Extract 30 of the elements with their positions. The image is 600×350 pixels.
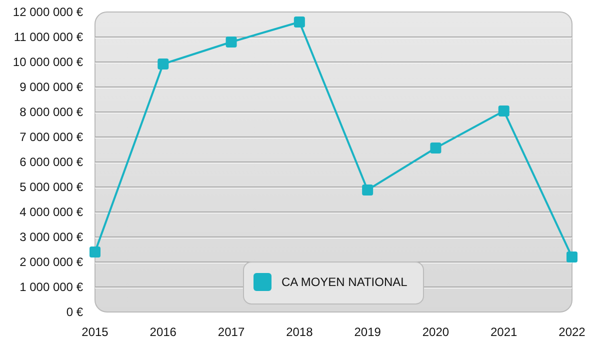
x-tick-label: 2021 <box>490 325 518 339</box>
y-tick-label: 8 000 000 € <box>20 105 84 120</box>
point <box>158 58 169 70</box>
y-tick-label: 2 000 000 € <box>20 255 84 270</box>
y-tick-label: 1 000 000 € <box>20 280 84 294</box>
y-tick-label: 0 € <box>66 305 84 320</box>
point <box>430 142 442 154</box>
y-tick-label: 12 000 000 € <box>12 5 84 20</box>
point <box>226 36 237 48</box>
y-tick-label: 5 000 000 € <box>20 180 84 194</box>
point <box>294 16 305 28</box>
x-tick-label: 2019 <box>354 325 382 339</box>
point <box>498 106 510 116</box>
x-tick-label: 2015 <box>82 325 109 339</box>
x-tick-label: 2016 <box>150 325 177 339</box>
y-tick-label: 7 000 000 € <box>20 130 84 144</box>
point <box>90 246 100 258</box>
legend-label: CA MOYEN NATIONAL <box>282 275 408 290</box>
x-tick-label: 2017 <box>218 325 245 339</box>
point <box>566 252 578 262</box>
y-tick-label: 9 000 000 € <box>20 80 84 94</box>
y-tick-label: 3 000 000 € <box>20 230 84 244</box>
x-tick-label: 2022 <box>558 325 586 339</box>
x-tick-label: 2018 <box>286 325 314 339</box>
y-tick-label: 11 000 000 € <box>14 30 84 44</box>
y-tick-label: 4 000 000 € <box>20 205 84 220</box>
x-tick-label: 2020 <box>422 325 450 339</box>
y-tick-label: 10 000 000 € <box>12 55 84 70</box>
point <box>362 184 374 196</box>
y-tick-label: 6 000 000 € <box>20 155 84 170</box>
